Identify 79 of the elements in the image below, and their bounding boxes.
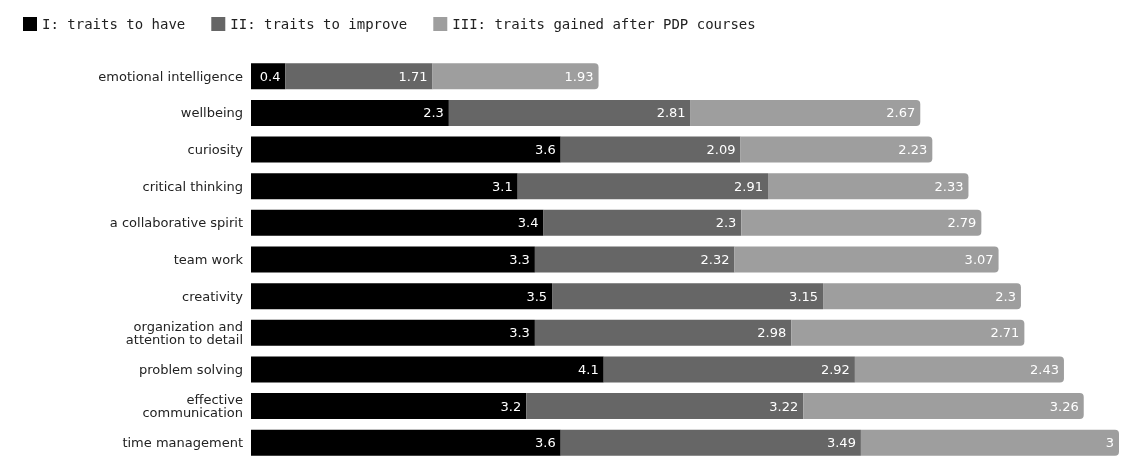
- bar: [690, 99, 921, 126]
- bar: [560, 136, 741, 163]
- data-label: 2.81: [656, 105, 686, 121]
- bar: [543, 209, 742, 236]
- y-tick-label: problem solving: [138, 361, 243, 377]
- bar: [251, 209, 544, 236]
- data-label: 2.91: [734, 178, 764, 194]
- data-label: 3.4: [517, 215, 539, 231]
- data-label: 2.71: [990, 325, 1020, 341]
- data-label: 2.98: [757, 325, 787, 341]
- data-label: 3.6: [535, 142, 556, 158]
- bar: [251, 99, 449, 126]
- bar: [251, 136, 561, 163]
- bar: [251, 356, 604, 383]
- y-tick-label: team work: [173, 252, 244, 267]
- data-label: 2.3: [423, 105, 444, 121]
- bar: [803, 393, 1084, 420]
- bar: [854, 356, 1064, 383]
- bar: [791, 319, 1025, 346]
- y-tick-label: critical thinking: [142, 178, 243, 194]
- data-label: 3.22: [769, 398, 799, 414]
- bar: [603, 356, 855, 383]
- bar: [526, 393, 804, 420]
- data-label: 3.49: [826, 435, 856, 451]
- data-label: 2.43: [1029, 361, 1059, 377]
- bar: [560, 429, 861, 456]
- data-label: 2.33: [934, 178, 964, 194]
- y-tick-label: curiosity: [187, 142, 244, 158]
- legend-label: II: traits to improve: [230, 16, 408, 32]
- bar: [251, 393, 527, 420]
- bar: [251, 283, 553, 310]
- y-tick-label: emotional intelligence: [98, 68, 243, 84]
- bar: [741, 209, 982, 236]
- bar: [823, 283, 1021, 310]
- bar: [517, 173, 769, 200]
- data-label: 1.93: [564, 68, 594, 84]
- bar: [285, 63, 433, 90]
- data-label: 3.3: [509, 325, 530, 341]
- data-label: 2.67: [886, 105, 916, 121]
- bar: [740, 136, 933, 163]
- y-tick-label: effective communication: [142, 392, 243, 421]
- bar: [251, 246, 535, 273]
- bar: [552, 283, 824, 310]
- data-label: 1.71: [398, 68, 428, 84]
- y-tick-label: a collaborative spirit: [109, 215, 243, 231]
- bar: [251, 429, 561, 456]
- bar: [534, 246, 735, 273]
- legend-label: I: traits to have: [42, 16, 186, 32]
- data-label: 2.3: [995, 288, 1016, 304]
- y-tick-label: creativity: [182, 288, 244, 304]
- data-label: 3.3: [509, 252, 530, 267]
- data-label: 3.6: [535, 435, 556, 451]
- bar: [432, 63, 599, 90]
- bar: [251, 173, 518, 200]
- y-tick-label: organization and attention to detail: [125, 318, 243, 347]
- data-label: 2.09: [706, 142, 736, 158]
- bar: [734, 246, 999, 273]
- data-label: 3.5: [526, 288, 548, 304]
- data-label: 3: [1105, 435, 1114, 451]
- data-label: 2.79: [947, 215, 977, 231]
- legend-label: III: traits gained after PDP courses: [452, 16, 756, 32]
- bar: [768, 173, 969, 200]
- data-label: 3.1: [491, 178, 513, 194]
- bar: [448, 99, 691, 126]
- bar: [251, 319, 535, 346]
- data-label: 3.15: [789, 288, 819, 304]
- data-label: 2.3: [715, 215, 737, 231]
- y-tick-label: wellbeing: [180, 105, 243, 121]
- data-label: 3.07: [964, 252, 994, 267]
- data-label: 4.1: [578, 361, 599, 377]
- data-label: 3.26: [1049, 398, 1079, 414]
- data-label: 2.23: [898, 142, 928, 158]
- bar: [534, 319, 792, 346]
- data-label: 3.2: [500, 398, 522, 414]
- y-tick-label: time management: [122, 435, 243, 451]
- data-label: 2.92: [820, 361, 850, 377]
- data-label: 2.32: [700, 252, 730, 267]
- bar: [860, 429, 1119, 456]
- data-label: 0.4: [259, 68, 281, 84]
